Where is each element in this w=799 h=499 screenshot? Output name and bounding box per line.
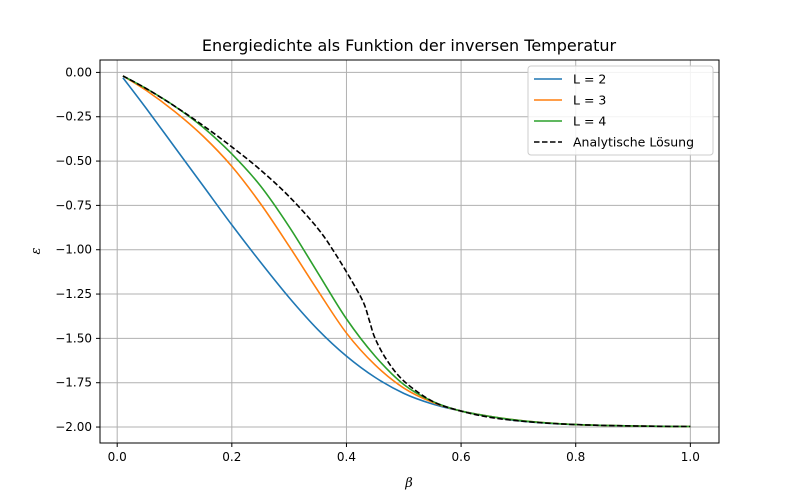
legend-box [527, 65, 714, 156]
x-tick-label: 0.2 [222, 450, 241, 464]
y-tick-label: −1.00 [55, 243, 92, 257]
grid [100, 60, 719, 443]
plot-frame [99, 59, 720, 444]
y-tick-label: 0.00 [65, 65, 92, 79]
legend-label: L = 3 [573, 93, 606, 108]
x-tick-label: 0.4 [337, 450, 356, 464]
y-tick-label: −1.50 [55, 331, 92, 345]
x-axis: 0.0 0.2 0.4 0.6 0.8 1.0 [108, 443, 700, 464]
y-axis-title: ε [29, 247, 44, 254]
x-tick-label: 0.0 [108, 450, 127, 464]
legend-label: Analytische Lösung [573, 135, 694, 150]
x-tick-label: 0.8 [566, 450, 585, 464]
x-tick-label: 1.0 [681, 450, 700, 464]
y-tick-label: −0.50 [55, 154, 92, 168]
legend: L = 2 L = 3 L = 4 Analytische Lösung [527, 65, 714, 156]
series-group [122, 75, 691, 428]
chart-title: Energiedichte als Funktion der inversen … [202, 36, 617, 55]
y-tick-label: −2.00 [55, 420, 92, 434]
x-axis-title: β [404, 476, 413, 491]
y-tick-label: −0.25 [55, 110, 92, 124]
x-tick-label: 0.6 [452, 450, 471, 464]
legend-label: L = 2 [573, 72, 606, 87]
y-axis: 0.00 −0.25 −0.50 −0.75 −1.00 −1.25 −1.50 −1.75 −… [55, 65, 100, 434]
y-tick-label: −0.75 [55, 198, 92, 212]
series-line-analytische-l-sung [122, 75, 691, 428]
legend-label: L = 4 [573, 114, 606, 129]
y-tick-label: −1.25 [55, 287, 92, 301]
y-tick-label: −1.75 [55, 376, 92, 390]
